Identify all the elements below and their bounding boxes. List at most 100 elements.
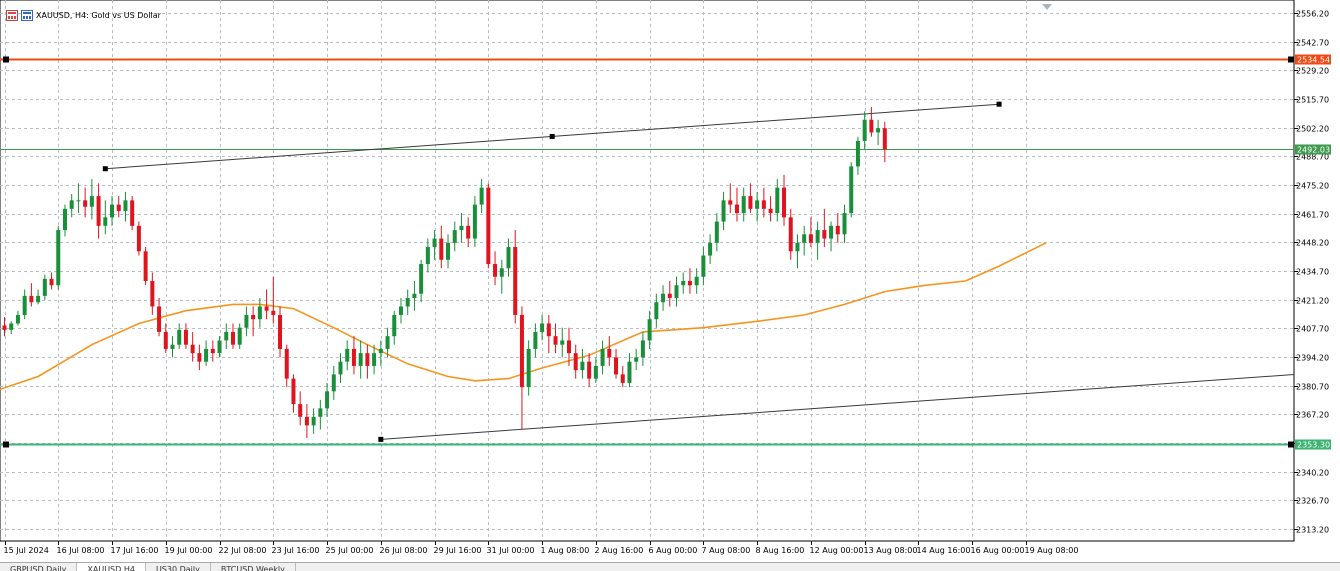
candle	[526, 340, 531, 396]
candle	[782, 174, 787, 226]
candle-body	[694, 276, 699, 286]
resistance-handle-left[interactable]	[3, 56, 9, 63]
candle	[775, 179, 780, 222]
candle-body	[560, 340, 565, 345]
time-tick-label: 15 Jul 2024	[4, 546, 49, 555]
lower-channel-handle[interactable]	[378, 436, 384, 442]
candle	[264, 289, 269, 320]
candle	[412, 281, 417, 311]
upper-channel-handle[interactable]	[549, 133, 555, 139]
candle-body	[278, 314, 283, 349]
candle	[378, 340, 383, 366]
support-handle-right[interactable]	[1288, 441, 1294, 448]
price-tick-label: 2407.70	[1296, 325, 1329, 334]
candle	[103, 200, 108, 235]
chart-title: XAUUSD, H4: Gold vs US Dollar	[36, 10, 161, 20]
candle	[788, 208, 793, 260]
candle-body	[755, 200, 760, 209]
symbol-icon[interactable]	[21, 9, 33, 21]
candle-body	[392, 314, 397, 337]
candle-body	[640, 340, 645, 358]
candle	[580, 348, 585, 379]
candle	[849, 162, 854, 218]
candle-body	[614, 357, 619, 375]
plot-area[interactable]	[0, 0, 1295, 542]
price-tick-label: 2448.20	[1296, 239, 1329, 248]
candle-body	[183, 329, 188, 345]
candle	[257, 297, 262, 328]
scroll-marker-icon[interactable]	[1042, 4, 1052, 10]
candle-body	[600, 348, 605, 366]
candle	[634, 348, 639, 371]
candle	[614, 348, 619, 379]
candle-body	[795, 242, 800, 252]
candle-body	[237, 327, 242, 345]
time-tick-label: 13 Aug 08:00	[864, 546, 918, 555]
candle-body	[96, 196, 101, 226]
candle	[204, 340, 209, 366]
candle	[654, 293, 659, 328]
tab-us30[interactable]: US30,Daily	[146, 563, 211, 571]
candle-body	[674, 285, 679, 298]
candle	[143, 247, 148, 286]
candle-body	[734, 204, 739, 214]
price-tick-label: 2542.70	[1296, 39, 1329, 48]
chart-window-icon[interactable]	[6, 9, 18, 21]
candle-body	[842, 213, 847, 235]
price-tick-label: 2488.70	[1296, 153, 1329, 162]
candle-body	[768, 208, 773, 214]
candle	[49, 272, 54, 290]
candle	[607, 336, 612, 366]
price-tick-label: 2502.20	[1296, 125, 1329, 134]
candle	[755, 191, 760, 222]
time-axis[interactable]: 15 Jul 2024 16 Jul 08:00 17 Jul 16:00 19 Ju…	[4, 541, 1079, 555]
time-tick-label: 16 Jul 08:00	[57, 546, 105, 555]
candle-body	[398, 306, 403, 315]
candle-body	[271, 310, 276, 315]
candle-body	[419, 264, 424, 294]
candle-body	[849, 166, 854, 214]
candle	[862, 111, 867, 150]
trendlines[interactable]	[102, 101, 1295, 442]
candle-body	[150, 281, 155, 307]
tab-xauusd[interactable]: XAUUSD,H4	[77, 563, 146, 571]
candle	[425, 238, 430, 273]
candle-body	[580, 361, 585, 371]
candle	[640, 331, 645, 366]
candle-body	[224, 331, 229, 341]
candle-body	[627, 361, 632, 383]
price-tick-label: 2556.20	[1296, 10, 1329, 19]
candle	[519, 306, 524, 430]
candle-body	[29, 295, 34, 303]
support-handle-left[interactable]	[3, 441, 9, 448]
time-tick-label: 2 Aug 16:00	[595, 546, 644, 555]
candle	[728, 183, 733, 214]
candle	[573, 344, 578, 379]
candle-body	[788, 217, 793, 252]
candle	[452, 221, 457, 252]
tab-gbpusd[interactable]: GBPUSD,Daily	[0, 563, 78, 571]
price-axis[interactable]: 2556.20 2542.70 2529.20 2515.70 2502.20 2488.…	[1294, 10, 1329, 535]
candle	[331, 365, 336, 400]
candle-body	[472, 204, 477, 239]
candle-body	[775, 187, 780, 214]
upper-channel-handle[interactable]	[996, 101, 1002, 107]
candle	[2, 317, 7, 337]
candle	[439, 225, 444, 269]
candle	[808, 217, 813, 248]
candle-body	[76, 200, 81, 202]
horizontal-lines[interactable]	[0, 56, 1294, 448]
upper-channel-handle[interactable]	[102, 166, 108, 172]
candle	[22, 289, 27, 320]
resistance-handle-right[interactable]	[1288, 56, 1294, 63]
candle-body	[304, 416, 309, 426]
candle-body	[540, 323, 545, 332]
candle	[620, 365, 625, 388]
tab-btcusd[interactable]: BTCUSD,Weekly	[211, 563, 296, 571]
time-tick-label: 25 Jul 00:00	[326, 546, 374, 555]
candle-body	[298, 404, 303, 417]
candle	[170, 336, 175, 358]
time-tick-label: 6 Aug 00:00	[649, 546, 698, 555]
lower-channel[interactable]	[380, 373, 1295, 440]
